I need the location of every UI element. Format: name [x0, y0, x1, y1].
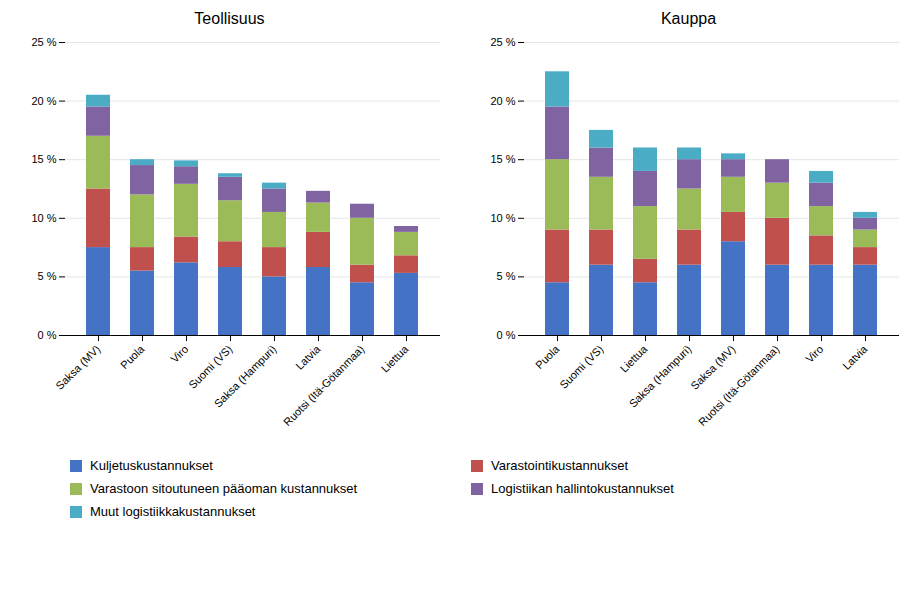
html-text:Muut logistiikkakustannukset: Muut logistiikkakustannukset: [90, 504, 256, 519]
html-text:Varastointikustannukset: Varastointikustannukset: [491, 458, 629, 473]
svg-text:Liettua: Liettua: [617, 342, 649, 374]
html-text:Varastoon sitoutuneen pääoman: Varastoon sitoutuneen pääoman kustannuks…: [90, 481, 358, 496]
svg-text:Viro: Viro: [803, 343, 825, 365]
svg-text:10 %: 10 %: [490, 212, 515, 224]
svg-text:15 %: 15 %: [490, 153, 515, 165]
svg-text:Ruotsi (Itä-Götanmaa): Ruotsi (Itä-Götanmaa): [280, 343, 365, 428]
svg-text:Puola: Puola: [118, 342, 147, 371]
svg-text:Latvia: Latvia: [840, 342, 870, 372]
svg-text:0 %: 0 %: [496, 329, 515, 341]
svg-text:10 %: 10 %: [31, 212, 56, 224]
svg-text:20 %: 20 %: [490, 95, 515, 107]
svg-text:Saksa (Hampuri): Saksa (Hampuri): [211, 343, 278, 410]
svg-text:5 %: 5 %: [37, 270, 56, 282]
svg-text:Ruotsi (Itä-Götanmaa): Ruotsi (Itä-Götanmaa): [695, 343, 780, 428]
html-text:Teollisuus: Teollisuus: [194, 10, 265, 27]
svg-text:Puola: Puola: [533, 342, 562, 371]
svg-text:Saksa (MV): Saksa (MV): [53, 343, 102, 392]
svg-text:Suomi (VS): Suomi (VS): [186, 343, 234, 391]
svg-text:Saksa (Hampuri): Saksa (Hampuri): [626, 343, 693, 410]
svg-text:Saksa (MV): Saksa (MV): [687, 342, 737, 392]
svg-text:25 %: 25 %: [490, 36, 515, 48]
svg-text:5 %: 5 %: [496, 270, 515, 282]
html-text:Kauppa: Kauppa: [660, 10, 717, 27]
svg-text:Latvia: Latvia: [293, 342, 323, 372]
html-text:Logistiikan hallintokustannuks: Logistiikan hallintokustannukset: [491, 481, 674, 496]
svg-text:25 %: 25 %: [31, 36, 56, 48]
svg-text:0 %: 0 %: [37, 329, 56, 341]
svg-text:20 %: 20 %: [31, 95, 56, 107]
svg-text:Liettua: Liettua: [378, 342, 410, 374]
svg-text:Suomi (VS): Suomi (VS): [557, 343, 605, 391]
svg-text:15 %: 15 %: [31, 153, 56, 165]
html-text:Kuljetuskustannukset: Kuljetuskustannukset: [90, 458, 213, 473]
svg-text:Viro: Viro: [168, 343, 190, 365]
